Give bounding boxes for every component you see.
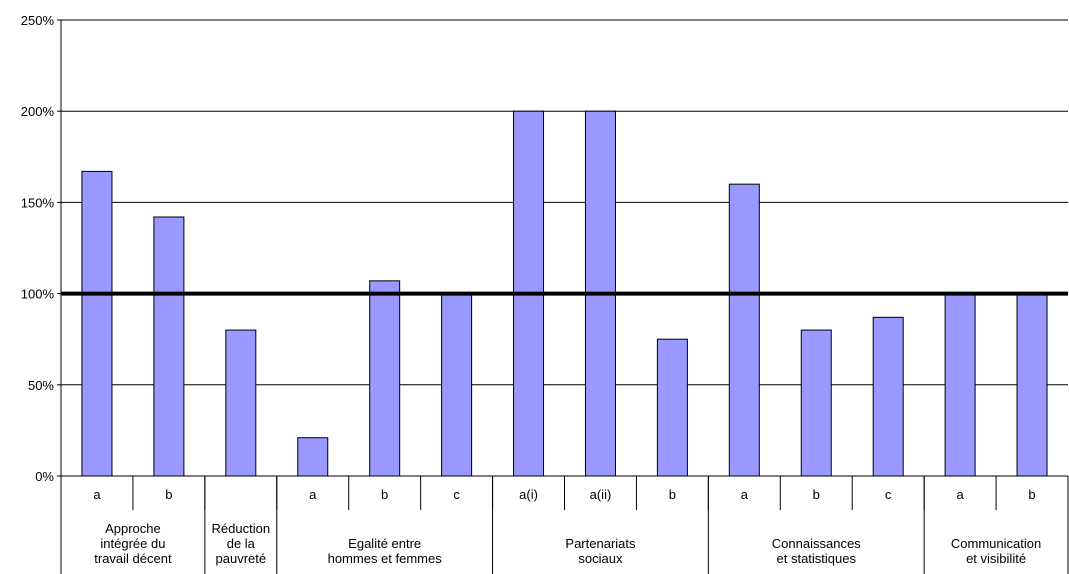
x-group-label: Réduction <box>212 521 271 536</box>
x-category-label: b <box>669 487 676 502</box>
x-category-label: a <box>741 487 749 502</box>
bar <box>81 170 113 477</box>
bar <box>153 216 185 477</box>
bar <box>800 329 832 477</box>
x-category-label: a <box>956 487 964 502</box>
bar <box>225 329 257 477</box>
x-category-label: a(i) <box>519 487 538 502</box>
bar <box>1016 293 1048 477</box>
x-group-label: Communication <box>951 536 1041 551</box>
x-group-label: sociaux <box>578 551 623 566</box>
y-tick-label: 100% <box>21 287 55 302</box>
axes <box>60 20 1068 477</box>
x-category-label: b <box>813 487 820 502</box>
x-category-label: a(ii) <box>590 487 612 502</box>
y-tick-label: 50% <box>28 378 54 393</box>
x-group-label: hommes et femmes <box>328 551 443 566</box>
bar <box>944 293 976 477</box>
bars <box>81 110 1048 477</box>
x-category-label: a <box>93 487 101 502</box>
x-group-label: Connaissances <box>772 536 861 551</box>
x-group-label: et visibilité <box>966 551 1026 566</box>
x-group-label: Approche <box>105 521 161 536</box>
x-group-label: et statistiques <box>777 551 857 566</box>
y-tick-label: 200% <box>21 104 55 119</box>
y-axis-ticks: 0% 50% 100% 150% 200% 250% <box>21 13 61 484</box>
bar <box>872 316 904 477</box>
x-group-label: travail décent <box>94 551 172 566</box>
x-category-label: c <box>885 487 892 502</box>
x-group-label: Egalité entre <box>348 536 421 551</box>
bar <box>369 280 401 477</box>
x-axis-categories: a b a b c a(i) a(ii) b a b c a b <box>60 476 1069 510</box>
y-tick-label: 250% <box>21 13 55 28</box>
x-group-label: Partenariats <box>565 536 636 551</box>
x-category-label: b <box>165 487 172 502</box>
x-category-label: b <box>1028 487 1035 502</box>
x-group-label: de la <box>227 536 256 551</box>
x-category-label: c <box>453 487 460 502</box>
bar <box>728 183 760 477</box>
gridlines <box>61 19 1068 386</box>
y-tick-label: 150% <box>21 195 55 210</box>
x-category-label: b <box>381 487 388 502</box>
bar <box>656 338 688 477</box>
bar <box>297 437 329 477</box>
y-tick-label: 0% <box>35 469 54 484</box>
x-category-label: a <box>309 487 317 502</box>
bar <box>441 293 473 477</box>
x-group-label: intégrée du <box>100 536 165 551</box>
x-group-label: pauvreté <box>216 551 267 566</box>
